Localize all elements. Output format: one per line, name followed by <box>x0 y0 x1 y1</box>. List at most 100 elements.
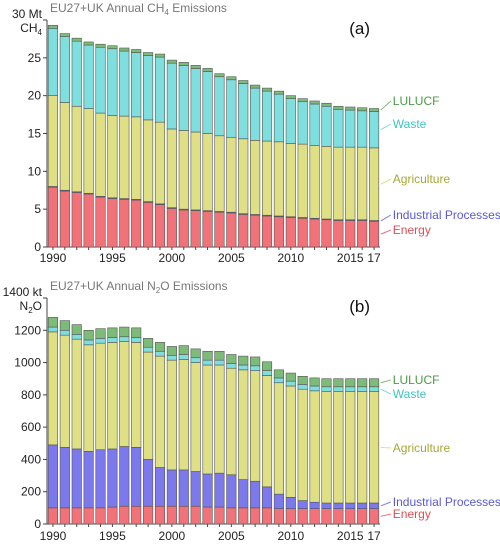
bar-energy-2011 <box>297 508 308 525</box>
bar-industrial-1997 <box>131 447 142 507</box>
y-axis-gas-label: CH4 <box>20 21 42 37</box>
bar-agriculture-2013 <box>321 146 332 220</box>
bar-energy-2012 <box>309 508 320 525</box>
bar-energy-1998 <box>143 202 154 248</box>
x-tick-label: 1995 <box>99 251 126 265</box>
bar-energy-1992 <box>71 192 82 248</box>
legend-leader-agriculture <box>380 178 392 185</box>
bar-agriculture-1990 <box>47 95 59 187</box>
bar-energy-2004 <box>214 211 225 248</box>
bar-waste-1993 <box>83 339 94 346</box>
bar-waste-2015 <box>345 109 356 148</box>
panel-label: (a) <box>349 19 370 38</box>
y-tick-label: 0 <box>34 517 41 531</box>
bar-lulucf-2016 <box>357 107 368 112</box>
legend-leader-industrial <box>380 501 391 507</box>
bar-lulucf-2001 <box>178 345 189 355</box>
bar-energy-1991 <box>59 507 70 525</box>
x-tick-label: 2015 <box>337 251 364 265</box>
bar-lulucf-2016 <box>357 378 368 388</box>
bar-energy-2000 <box>166 505 177 525</box>
bar-lulucf-1997 <box>131 327 142 338</box>
bar-agriculture-2015 <box>345 146 356 221</box>
bar-waste-2009 <box>273 377 284 384</box>
legend-label-industrial: Industrial Processes <box>393 495 500 509</box>
bar-agriculture-2007 <box>250 140 261 215</box>
x-tick-label: 2015 <box>337 529 364 543</box>
y-tick-label: 20 <box>28 89 42 103</box>
bar-energy-2003 <box>202 506 213 525</box>
bar-industrial-2004 <box>214 472 225 508</box>
bar-lulucf-2012 <box>309 377 320 387</box>
bar-agriculture-1997 <box>131 342 142 448</box>
bar-industrial-2003 <box>202 473 213 508</box>
bar-industrial-2008 <box>261 486 273 509</box>
legend-label-waste: Waste <box>393 387 427 401</box>
bar-agriculture-2011 <box>297 388 308 501</box>
bar-waste-2013 <box>321 386 332 392</box>
bar-agriculture-2012 <box>309 145 320 219</box>
bar-agriculture-1996 <box>119 115 130 199</box>
bar-agriculture-2005 <box>226 367 237 476</box>
bar-agriculture-1999 <box>154 121 166 205</box>
y-tick-label: 200 <box>21 485 41 499</box>
bar-energy-1999 <box>154 204 166 248</box>
legend-leader-energy <box>380 229 392 235</box>
bar-industrial-2005 <box>226 474 237 509</box>
y-tick-label: 400 <box>21 452 41 466</box>
x-tick-label: 2000 <box>159 529 186 543</box>
bar-agriculture-2017 <box>368 391 380 504</box>
bar-agriculture-2017 <box>368 147 380 221</box>
bar-waste-2013 <box>321 105 332 147</box>
bar-waste-2010 <box>285 98 296 144</box>
bar-energy-2008 <box>261 507 273 525</box>
bar-waste-2007 <box>250 87 261 141</box>
bar-lulucf-2013 <box>321 102 332 107</box>
bar-lulucf-2013 <box>321 378 332 388</box>
bar-lulucf-1994 <box>95 43 106 48</box>
bar-lulucf-2015 <box>345 378 356 388</box>
bar-energy-1991 <box>59 190 70 248</box>
bar-industrial-1999 <box>154 467 166 507</box>
bar-agriculture-2008 <box>261 140 273 216</box>
bar-agriculture-2013 <box>321 391 332 504</box>
bar-waste-1997 <box>131 337 142 343</box>
bar-waste-2004 <box>214 359 225 366</box>
bar-lulucf-2003 <box>202 350 213 361</box>
bar-lulucf-2004 <box>214 350 225 361</box>
bar-energy-2005 <box>226 212 237 248</box>
bar-lulucf-1999 <box>154 53 166 58</box>
bar-agriculture-2009 <box>273 382 284 495</box>
bar-agriculture-2006 <box>238 138 249 215</box>
bar-industrial-2000 <box>166 469 177 507</box>
x-tick-label: 2010 <box>277 529 304 543</box>
bar-energy-2017 <box>368 508 380 525</box>
bar-energy-2000 <box>166 208 177 248</box>
bar-waste-2003 <box>202 359 213 366</box>
bar-industrial-2002 <box>190 471 201 507</box>
bar-lulucf-2008 <box>261 87 273 92</box>
bar-waste-1995 <box>107 337 118 343</box>
bar-industrial-2006 <box>238 479 249 509</box>
legend-leader-waste <box>380 388 392 395</box>
bar-lulucf-1994 <box>95 328 106 339</box>
bar-lulucf-2003 <box>202 68 213 72</box>
bar-energy-2009 <box>273 216 284 248</box>
bar-waste-1993 <box>83 44 94 109</box>
bar-lulucf-1990 <box>47 24 59 29</box>
bar-agriculture-1995 <box>107 342 118 450</box>
y-tick-label: 1000 <box>14 356 41 370</box>
bar-lulucf-2011 <box>297 375 308 385</box>
bar-energy-2002 <box>190 210 201 248</box>
bar-lulucf-1996 <box>119 326 130 338</box>
y-axis-unit-label: 30 Mt <box>12 7 43 21</box>
y-tick-label: 25 <box>28 51 42 65</box>
bar-waste-1992 <box>71 40 82 107</box>
bar-energy-1990 <box>47 186 59 248</box>
bar-lulucf-1991 <box>59 33 70 37</box>
bar-energy-2005 <box>226 507 237 525</box>
panel-label: (b) <box>349 297 370 316</box>
bar-lulucf-2002 <box>190 348 201 359</box>
